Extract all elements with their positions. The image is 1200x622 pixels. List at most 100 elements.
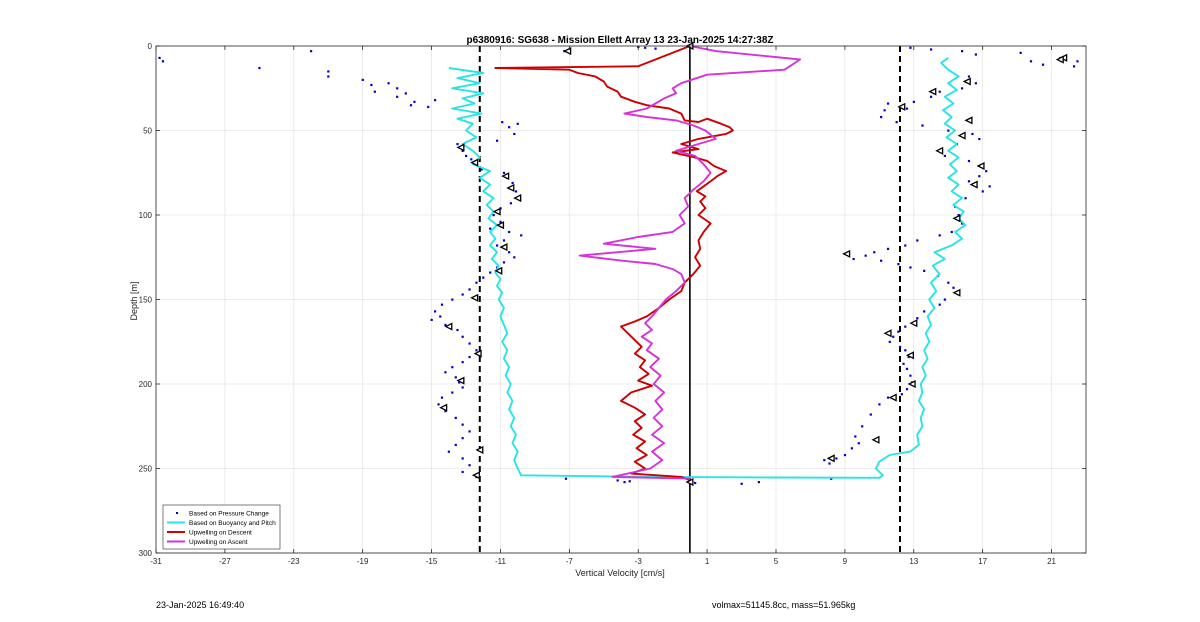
series-line-2 <box>494 45 734 482</box>
scatter-point-52 <box>451 298 454 301</box>
y-tick-label-3: 150 <box>139 296 153 305</box>
scatter-point-64 <box>451 366 454 369</box>
scatter-point-89 <box>616 479 619 482</box>
scatter-point-160 <box>899 345 902 349</box>
legend-label-0: Based on Pressure Change <box>189 511 269 518</box>
scatter-point-95 <box>830 477 833 480</box>
scatter-point-179 <box>823 459 826 462</box>
scatter-point-96 <box>909 46 912 49</box>
scatter-point-126 <box>985 170 988 173</box>
scatter-point-75 <box>468 430 471 433</box>
triangle-marker-9 <box>470 293 479 302</box>
scatter-point-112 <box>905 107 909 110</box>
scatter-point-45 <box>502 261 506 264</box>
triangle-marker-34 <box>888 393 897 402</box>
triangle-marker-10 <box>444 322 453 331</box>
triangle-marker-14 <box>475 445 484 454</box>
scatter-point-81 <box>461 470 464 474</box>
scatter-point-119 <box>971 132 974 136</box>
scatter-point-16 <box>434 99 437 102</box>
scatter-point-113 <box>886 102 890 105</box>
scatter-point-104 <box>1076 60 1079 63</box>
scatter-point-5 <box>327 75 330 78</box>
scatter-point-109 <box>938 90 941 93</box>
scatter-point-98 <box>961 50 964 53</box>
scatter-point-11 <box>404 92 407 95</box>
scatter-point-2 <box>310 50 313 53</box>
triangle-marker-23 <box>964 116 973 125</box>
scatter-point-67 <box>458 381 461 384</box>
scatter-point-13 <box>413 100 416 103</box>
scatter-point-44 <box>513 256 516 259</box>
scatter-point-139 <box>886 247 890 250</box>
y-axis-label: Depth [m] <box>129 281 139 320</box>
scatter-point-71 <box>437 403 440 406</box>
scatter-point-110 <box>930 95 933 98</box>
y-tick-label-5: 250 <box>139 465 153 474</box>
footer-timestamp: 23-Jan-2025 16:49:40 <box>156 600 245 610</box>
scatter-point-88 <box>564 477 568 480</box>
y-tick-label-4: 200 <box>139 380 153 389</box>
scatter-point-117 <box>921 124 924 127</box>
triangle-marker-15 <box>471 471 480 480</box>
scatter-point-127 <box>978 175 981 178</box>
y-tick-label-6: 300 <box>139 549 153 558</box>
axes: -31 -27 -23 -19 -15 -11 -7 -3 1 5 9 13 17 21050100150… <box>139 42 1087 566</box>
scatter-point-172 <box>861 425 864 428</box>
triangle-marker-35 <box>871 435 880 444</box>
triangle-marker-2 <box>501 172 510 181</box>
triangle-marker-7 <box>499 243 508 252</box>
scatter-point-176 <box>843 453 847 457</box>
scatter-point-169 <box>886 396 890 399</box>
x-axis-label: Vertical Velocity [cm/s] <box>575 568 665 578</box>
scatter-point-9 <box>387 82 390 85</box>
scatter-point-164 <box>905 367 909 370</box>
scatter-point-99 <box>974 53 977 56</box>
scatter-point-150 <box>952 286 955 289</box>
triangle-marker-25 <box>935 146 944 155</box>
triangle-marker-5 <box>492 207 501 216</box>
scatter-point-50 <box>468 288 471 291</box>
scatter-point-65 <box>444 371 447 374</box>
scatter-point-178 <box>828 462 831 465</box>
series-line-3 <box>578 45 802 480</box>
triangle-marker-3 <box>506 183 515 193</box>
scatter-point-17 <box>456 143 459 146</box>
scatter-point-124 <box>967 159 971 163</box>
scatter-point-6 <box>361 78 364 81</box>
scatter-point-97 <box>930 48 933 51</box>
x-tick-label-6: -7 <box>566 557 574 566</box>
series-group <box>158 41 1079 487</box>
scatter-point-134 <box>961 222 964 225</box>
scatter-point-136 <box>938 234 941 237</box>
triangle-marker-11 <box>473 349 482 358</box>
x-tick-label-4: -15 <box>426 557 438 566</box>
x-tick-label-10: 9 <box>843 557 848 566</box>
series-line-1 <box>448 57 967 479</box>
scatter-point-91 <box>628 480 631 483</box>
scatter-point-10 <box>396 87 399 90</box>
scatter-point-79 <box>461 457 464 460</box>
scatter-point-115 <box>880 115 883 119</box>
scatter-point-165 <box>909 374 912 377</box>
series-2 <box>494 45 734 482</box>
triangle-marker-20 <box>962 77 971 86</box>
x-tick-label-5: -11 <box>495 557 507 566</box>
scatter-point-138 <box>904 244 907 247</box>
scatter-point-78 <box>447 450 450 453</box>
triangle-marker-36 <box>826 454 835 463</box>
scatter-point-51 <box>461 293 464 296</box>
scatter-point-130 <box>981 190 984 193</box>
scatter-point-76 <box>461 437 464 440</box>
triangle-marker-32 <box>905 351 914 360</box>
scatter-point-106 <box>967 75 971 78</box>
scatter-point-25 <box>511 181 514 185</box>
y-tick-label-1: 50 <box>143 127 152 136</box>
legend-label-1: Based on Buoyancy and Pitch <box>189 520 276 527</box>
triangle-marker-22 <box>897 102 906 111</box>
scatter-point-43 <box>508 251 511 254</box>
scatter-point-35 <box>496 139 499 142</box>
scatter-point-94 <box>757 481 760 484</box>
x-tick-label-11: 13 <box>909 557 918 566</box>
